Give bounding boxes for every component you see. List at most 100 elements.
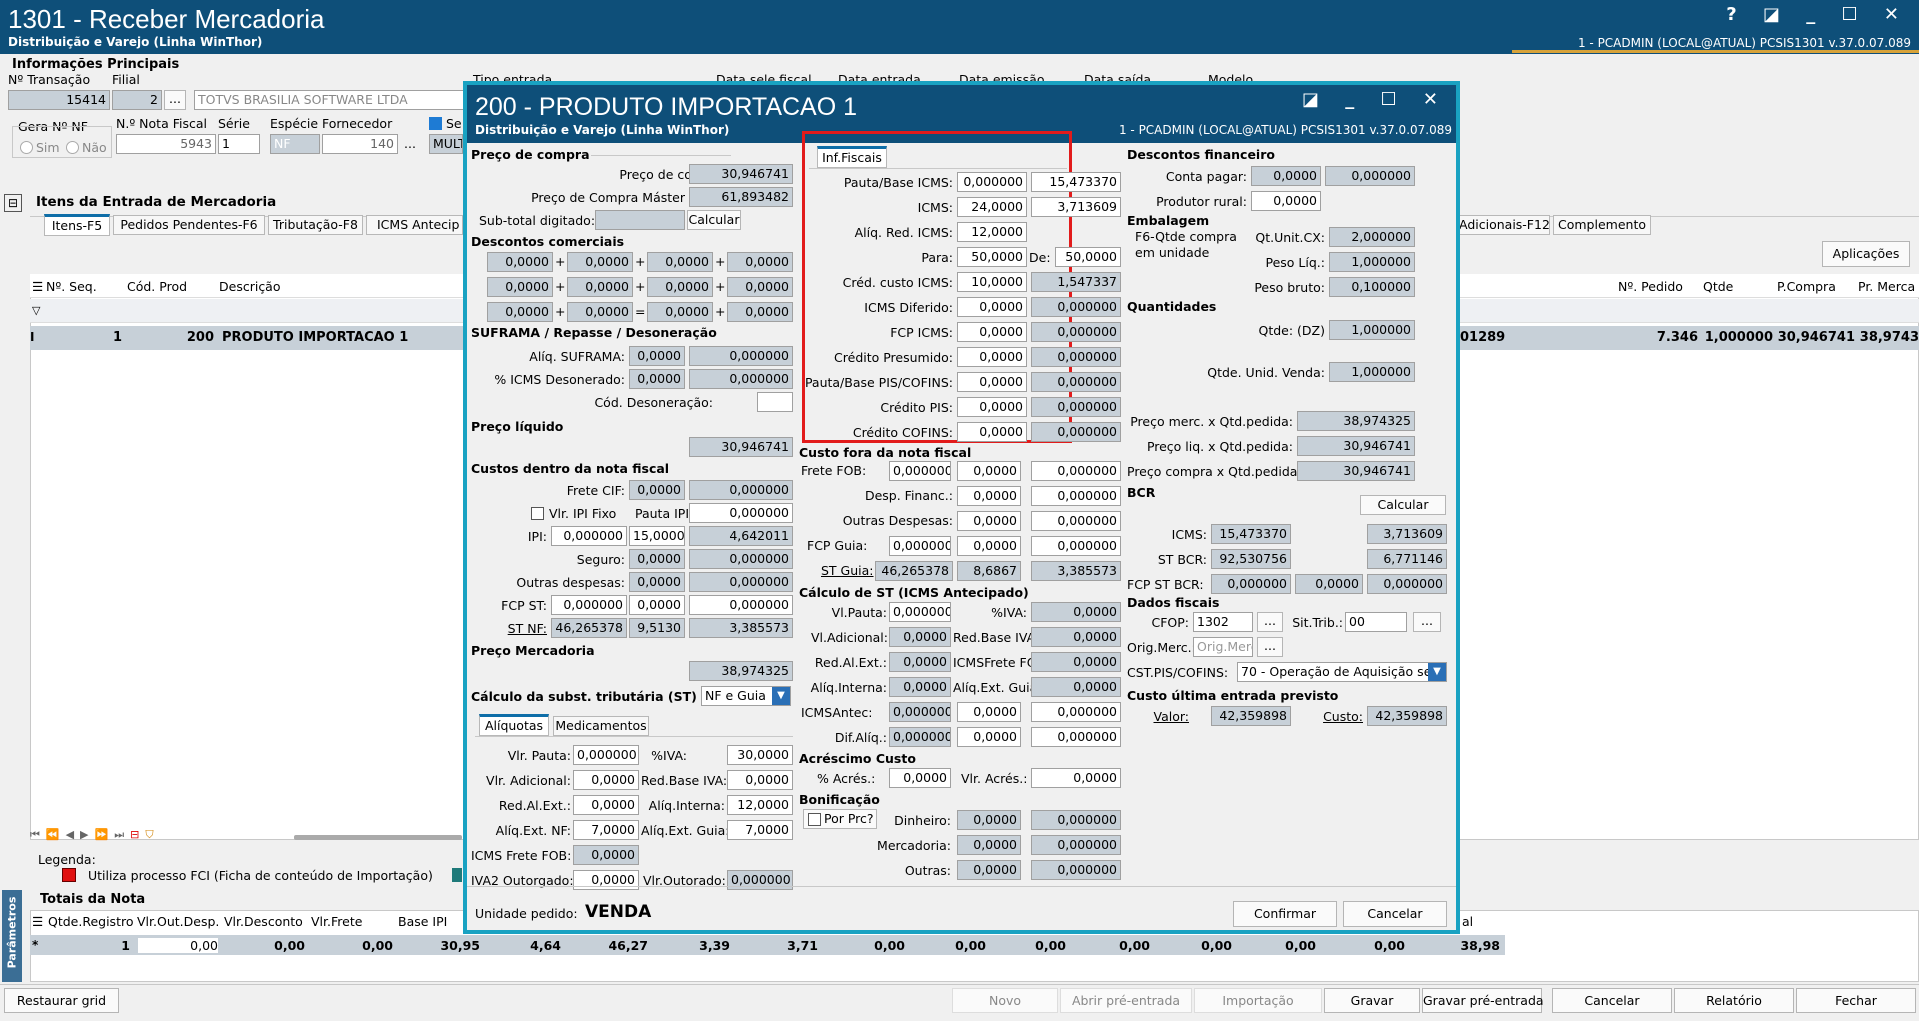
- novo-button[interactable]: Novo: [952, 988, 1058, 1013]
- red-al-field[interactable]: 0,0000: [573, 795, 639, 815]
- mercadoria-value[interactable]: 0,000000: [1031, 835, 1121, 855]
- iva-field[interactable]: 30,0000: [727, 745, 793, 765]
- bcr-calcular-button[interactable]: Calcular: [1360, 495, 1446, 515]
- bcr-fcp-value[interactable]: 0,000000: [1367, 574, 1447, 594]
- frete-fob-value[interactable]: 0,000000: [1031, 461, 1121, 481]
- seguro-value[interactable]: 0,000000: [689, 549, 793, 569]
- vlr-adic-field[interactable]: 0,0000: [573, 770, 639, 790]
- grid-col-menu-icon[interactable]: ☰: [32, 279, 44, 294]
- modal-cancelar-button[interactable]: Cancelar: [1343, 901, 1447, 927]
- desconto-field[interactable]: 0,0000: [487, 277, 553, 297]
- cfop-lookup-button[interactable]: ...: [1257, 612, 1283, 632]
- grid-scrollbar[interactable]: [294, 835, 462, 840]
- preco-master-field[interactable]: 61,893482: [689, 187, 793, 207]
- fiscal-value[interactable]: 3,713609: [1031, 197, 1121, 217]
- ipi-field-1[interactable]: 0,000000: [551, 526, 627, 546]
- desconto-field[interactable]: 0,0000: [567, 277, 633, 297]
- peso-bruto-field[interactable]: 0,100000: [1329, 277, 1415, 297]
- icms-antec-field-1[interactable]: 0,000000: [889, 702, 951, 722]
- desconto-field[interactable]: 0,0000: [727, 302, 793, 322]
- vl-adic-field[interactable]: 0,0000: [889, 627, 951, 647]
- outras-b-field[interactable]: 0,0000: [957, 860, 1021, 880]
- fcp-st-value[interactable]: 0,000000: [689, 595, 793, 615]
- iva2-field[interactable]: 0,0000: [573, 870, 639, 890]
- window-controls[interactable]: ? ◪ _ ☐ ✕: [1726, 4, 1909, 25]
- peso-liq-field[interactable]: 1,000000: [1329, 252, 1415, 272]
- fcp-st-field-1[interactable]: 0,000000: [551, 595, 627, 615]
- valor-field[interactable]: 42,359898: [1211, 706, 1291, 726]
- fiscal-field[interactable]: 0,0000: [957, 422, 1027, 442]
- totais-col-baseipi[interactable]: Base IPI: [398, 914, 448, 929]
- sit-trib-field[interactable]: 00: [1345, 612, 1407, 632]
- fiscal-value[interactable]: 0,000000: [1031, 297, 1121, 317]
- aliq-int-b-field[interactable]: 0,0000: [889, 677, 951, 697]
- gravar-pre-entrada-button[interactable]: Gravar pré-entrada: [1422, 988, 1544, 1013]
- fiscal-field[interactable]: 10,0000: [957, 272, 1027, 292]
- desconto-field[interactable]: 0,0000: [727, 277, 793, 297]
- st-guia-link[interactable]: ST Guia:: [821, 563, 874, 578]
- fiscal-field[interactable]: 0,0000: [957, 322, 1027, 342]
- fiscal-value[interactable]: 0,000000: [1031, 372, 1121, 392]
- mult-field[interactable]: MULT: [429, 134, 463, 154]
- fiscal-value[interactable]: 50,0000: [1055, 247, 1121, 267]
- tab-itens[interactable]: Itens-F5: [44, 214, 110, 236]
- dinheiro-field[interactable]: 0,0000: [957, 810, 1021, 830]
- ipi-value[interactable]: 4,642011: [689, 526, 793, 546]
- aliq-suframa-field[interactable]: 0,0000: [629, 346, 685, 366]
- desconto-field[interactable]: 0,0000: [567, 302, 633, 322]
- fiscal-field[interactable]: 12,0000: [957, 222, 1027, 242]
- orig-field[interactable]: Orig.Merc: [1193, 637, 1253, 657]
- bcr-st-field[interactable]: 92,530756: [1211, 549, 1291, 569]
- confirmar-button[interactable]: Confirmar: [1233, 901, 1337, 927]
- fiscal-field[interactable]: 24,0000: [957, 197, 1027, 217]
- frete-fob-field-2[interactable]: 0,0000: [957, 461, 1021, 481]
- col-desc[interactable]: Descrição: [219, 279, 281, 294]
- col-qtde[interactable]: Qtde: [1703, 279, 1734, 294]
- desconto-field[interactable]: 0,0000: [487, 302, 553, 322]
- cfop-field[interactable]: 1302: [1193, 612, 1253, 632]
- fcp-guia-value[interactable]: 0,000000: [1031, 536, 1121, 556]
- fiscal-field[interactable]: 0,0000: [957, 297, 1027, 317]
- dif-aliq-value[interactable]: 0,000000: [1031, 727, 1121, 747]
- aliq-nf-field[interactable]: 7,0000: [573, 820, 639, 840]
- red-iva-b-field[interactable]: 0,0000: [1031, 627, 1121, 647]
- qtde-dz-field[interactable]: 1,000000: [1329, 320, 1415, 340]
- col-pedido[interactable]: Nº. Pedido: [1618, 279, 1683, 294]
- icms-frete-b-field[interactable]: 0,0000: [1031, 652, 1121, 672]
- desconto-field[interactable]: 0,0000: [647, 252, 713, 272]
- calc-st-select[interactable]: NF e Guia ▼: [701, 686, 791, 706]
- frete-cif-field[interactable]: 0,0000: [629, 480, 685, 500]
- sim-radio[interactable]: [20, 141, 33, 154]
- totais-col-qtde[interactable]: Qtde.Registro: [48, 914, 134, 929]
- serie-field[interactable]: 1: [218, 134, 260, 154]
- totais-col-last[interactable]: al: [1462, 914, 1474, 929]
- fiscal-value[interactable]: 1,547337: [1031, 272, 1121, 292]
- tab-complemento[interactable]: Complemento: [1553, 215, 1651, 235]
- aliq-suframa-value[interactable]: 0,000000: [689, 346, 793, 366]
- por-prc-toggle[interactable]: Por Prc?: [803, 809, 877, 829]
- fiscal-value[interactable]: 0,000000: [1031, 322, 1121, 342]
- col-pcompra[interactable]: P.Compra: [1777, 279, 1836, 294]
- desconto-field[interactable]: 0,0000: [727, 252, 793, 272]
- icms-frete-field[interactable]: 0,0000: [573, 845, 639, 865]
- st-guia-field-2[interactable]: 8,6867: [957, 561, 1021, 581]
- outras-field[interactable]: 0,0000: [629, 572, 685, 592]
- pc-qp-field[interactable]: 30,946741: [1297, 461, 1415, 481]
- grid-navigator[interactable]: ⏮⏪◀▶⏩⏭⊟⛉: [30, 828, 160, 841]
- nnota-field[interactable]: 5943: [116, 134, 216, 154]
- iva-b-field[interactable]: 0,0000: [1031, 602, 1121, 622]
- icms-antec-value[interactable]: 0,000000: [1031, 702, 1121, 722]
- sit-trib-lookup-button[interactable]: ...: [1413, 612, 1441, 632]
- icms-deson-field[interactable]: 0,0000: [629, 369, 685, 389]
- bcr-fcp-field-1[interactable]: 0,000000: [1211, 574, 1291, 594]
- fcp-guia-field-2[interactable]: 0,0000: [957, 536, 1021, 556]
- vlr-out-field[interactable]: 0,000000: [727, 870, 793, 890]
- restore-icon[interactable]: ⊟: [4, 194, 22, 212]
- tab-pedidos[interactable]: Pedidos Pendentes-F6: [113, 215, 265, 235]
- st-nf-value[interactable]: 3,385573: [689, 618, 793, 638]
- icms-antec-field-2[interactable]: 0,0000: [957, 702, 1021, 722]
- outras-desp-value[interactable]: 0,000000: [1031, 511, 1121, 531]
- cst-select[interactable]: 70 - Operação de Aquisição ser ▼: [1237, 662, 1447, 682]
- fiscal-field[interactable]: 0,0000: [957, 397, 1027, 417]
- qtde-unid-field[interactable]: 1,000000: [1329, 362, 1415, 382]
